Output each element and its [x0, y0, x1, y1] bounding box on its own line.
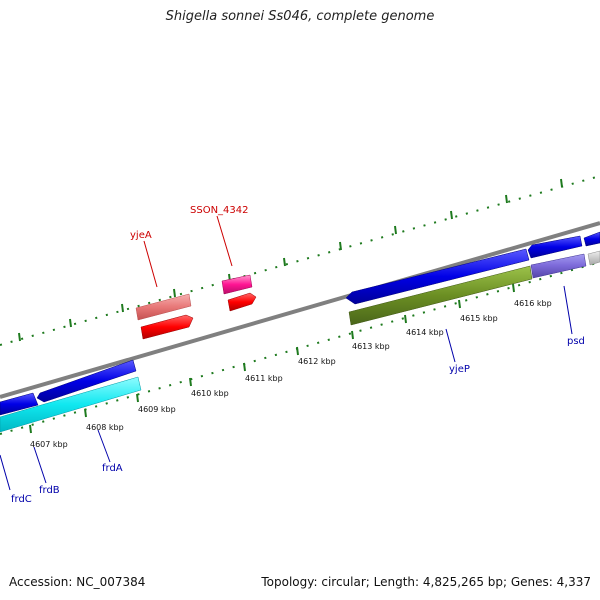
- gene-psd[interactable]: [530, 253, 587, 279]
- reverse-genes: [0, 231, 600, 433]
- tick-label: 4613 kbp: [352, 342, 390, 351]
- gene-label-frdC[interactable]: frdC: [11, 494, 32, 505]
- gene-blue-frdA-upper[interactable]: [36, 359, 137, 403]
- leader-yjeA: [143, 240, 158, 288]
- gene-label-frdA[interactable]: frdA: [102, 463, 123, 474]
- label-leaders: [0, 215, 573, 491]
- accession-text: Accession: NC_007384: [9, 575, 146, 589]
- inner-major-ticks: [29, 283, 515, 434]
- gene-blue-left[interactable]: [0, 392, 39, 416]
- tick-label: 4608 kbp: [86, 423, 124, 432]
- gene-blue-edge[interactable]: [583, 231, 600, 247]
- tick-label: 4611 kbp: [245, 374, 283, 383]
- gene-yjeP[interactable]: [348, 265, 533, 326]
- forward-genes: [135, 274, 257, 340]
- leader-yjeP: [445, 328, 456, 363]
- map-title: Shigella sonnei Ss046, complete genome: [165, 9, 435, 24]
- genome-backbone: [0, 221, 600, 399]
- inner-tick-rail: [0, 261, 600, 435]
- gene-blue-right[interactable]: [527, 235, 583, 259]
- leader-frdA: [97, 429, 111, 463]
- gene-blue-mid[interactable]: [345, 248, 530, 305]
- gene-yjeA-pseudo[interactable]: [135, 293, 192, 321]
- gene-gray-edge[interactable]: [587, 250, 600, 266]
- tick-label: 4616 kbp: [514, 299, 552, 308]
- genome-stats-text: Topology: circular; Length: 4,825,265 bp…: [261, 575, 591, 589]
- tick-label: 4615 kbp: [460, 314, 498, 323]
- tick-label: 4607 kbp: [30, 440, 68, 449]
- gene-labels: SSON_4342 yjeA yjeP psd frdA frdB frdC: [11, 205, 585, 505]
- leader-frdC: [0, 454, 11, 491]
- gene-label-yjeA[interactable]: yjeA: [130, 230, 152, 241]
- gene-frd-cyan[interactable]: [0, 376, 142, 433]
- gene-yjeA[interactable]: [140, 314, 194, 340]
- tick-label: 4614 kbp: [406, 328, 444, 337]
- gene-label-yjeP[interactable]: yjeP: [449, 364, 470, 375]
- leader-SSON_4342: [216, 215, 233, 267]
- leader-frdB: [33, 446, 47, 484]
- tick-label: 4612 kbp: [298, 357, 336, 366]
- tick-labels: 4607 kbp 4608 kbp 4609 kbp 4610 kbp 4611…: [30, 299, 552, 449]
- tick-label: 4610 kbp: [191, 389, 229, 398]
- tick-label: 4609 kbp: [138, 405, 176, 414]
- gene-label-frdB[interactable]: frdB: [39, 485, 60, 496]
- leader-psd: [563, 285, 573, 335]
- gene-SSON_4342[interactable]: [227, 292, 257, 312]
- gene-label-SSON_4342[interactable]: SSON_4342: [190, 205, 249, 216]
- outer-major-ticks: [18, 178, 563, 342]
- gene-SSON_4342-pseudo[interactable]: [221, 274, 253, 295]
- gene-label-psd[interactable]: psd: [567, 336, 585, 347]
